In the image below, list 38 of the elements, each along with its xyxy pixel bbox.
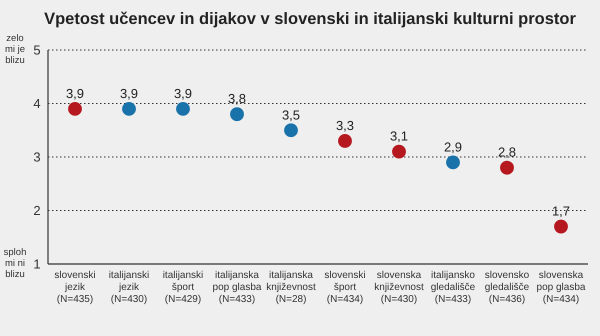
y-tick-label: 2 <box>33 203 41 218</box>
x-tick-label: slovenski šport (N=434) <box>324 270 366 305</box>
data-label: 3,5 <box>282 107 300 122</box>
data-label: 3,1 <box>390 128 408 144</box>
x-tick-label: slovenska književnost (N=430) <box>374 270 424 305</box>
y-tick-label: 4 <box>33 96 41 112</box>
data-label: 3,9 <box>174 86 192 101</box>
point <box>68 102 82 116</box>
text: sploh mi ni blizu <box>4 247 26 280</box>
x-tick-label: italijansko gledališče (N=433) <box>430 270 476 305</box>
point <box>176 102 190 116</box>
point <box>446 155 460 170</box>
point <box>230 107 244 122</box>
x-tick-label: slovensko gledališče (N=436) <box>484 270 530 305</box>
point <box>392 144 406 159</box>
data-label: 3,8 <box>228 91 246 106</box>
x-tick-label: italijanski šport (N=429) <box>162 270 204 305</box>
point <box>338 134 352 148</box>
point <box>554 220 568 234</box>
point <box>122 102 136 116</box>
y-tick-label: 1 <box>33 256 41 272</box>
data-label: 2,8 <box>498 144 516 160</box>
data-label: 3,9 <box>120 86 138 101</box>
x-tick-label: italijanska književnost (N=28) <box>266 270 316 305</box>
x-tick-label: italijanski jezik (N=430) <box>108 270 150 305</box>
data-label: 2,9 <box>444 139 462 154</box>
text: zelo mi je blizu <box>4 33 26 66</box>
y-tick-label: 3 <box>33 150 41 165</box>
x-tick-label: slovenska pop glasba (N=434) <box>536 270 586 305</box>
chart-title: Vpetost učencev in dijakov v slovenski in italijanski kulturni prostor <box>44 10 576 28</box>
data-label: 1,7 <box>552 204 570 219</box>
data-label: 3,9 <box>66 86 84 101</box>
y-tick-label: 5 <box>33 42 41 58</box>
point <box>500 160 514 175</box>
point <box>284 123 298 138</box>
x-tick-label: slovenski jezik (N=435) <box>54 270 96 305</box>
data-label: 3,3 <box>336 118 354 133</box>
x-tick-label: italijanska pop glasba (N=433) <box>212 270 262 305</box>
